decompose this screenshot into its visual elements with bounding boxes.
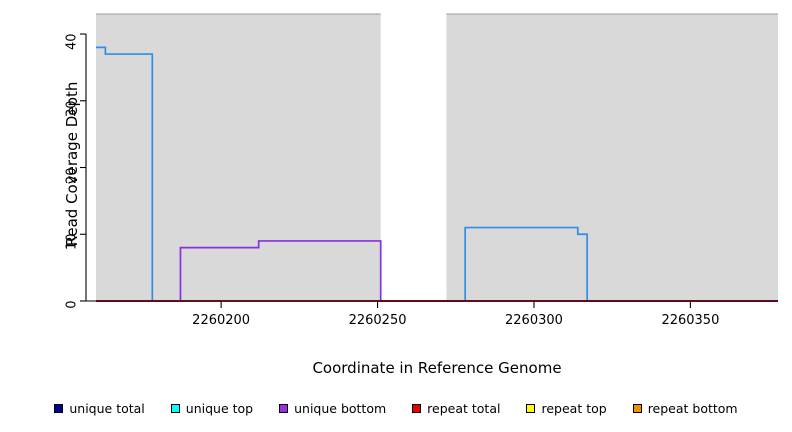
shaded-band xyxy=(96,14,381,301)
legend-label: repeat bottom xyxy=(647,400,738,416)
y-tick-label: 0 xyxy=(64,300,80,309)
y-tick-label: 30 xyxy=(64,100,80,117)
legend-swatch-icon xyxy=(54,403,64,413)
chart-legend: unique total unique top unique bottom repea… xyxy=(0,396,792,420)
shaded-band xyxy=(446,14,778,301)
series-line-unique-top xyxy=(96,46,778,302)
legend-label: unique total xyxy=(69,400,145,416)
legend-swatch-icon xyxy=(526,403,536,413)
legend-item-repeat-total[interactable]: repeat total xyxy=(412,401,500,416)
x-tick-label: 2260250 xyxy=(348,313,407,328)
legend-swatch-icon xyxy=(412,403,422,413)
legend-label: unique top xyxy=(185,400,254,416)
y-tick-label: 40 xyxy=(64,33,80,51)
x-tick-label: 2260350 xyxy=(661,313,720,328)
x-axis-title: Coordinate in Reference Genome xyxy=(312,359,562,377)
legend-label: repeat total xyxy=(427,400,501,416)
y-tick-label: 20 xyxy=(64,167,80,184)
legend-label: unique bottom xyxy=(294,400,387,416)
legend-item-repeat-top[interactable]: repeat top xyxy=(526,400,607,416)
legend-item-repeat-bottom[interactable]: repeat bottom xyxy=(632,400,738,416)
legend-item-unique-total[interactable]: unique total xyxy=(54,400,145,416)
legend-item-unique-bottom[interactable]: unique bottom xyxy=(279,401,386,416)
x-tick-label: 2260300 xyxy=(505,313,563,328)
x-tick-label: 2260200 xyxy=(192,313,251,328)
legend-label: repeat top xyxy=(541,400,607,416)
legend-swatch-icon xyxy=(632,403,642,413)
legend-swatch-icon xyxy=(170,403,180,413)
legend-swatch-icon xyxy=(279,403,289,413)
legend-item-unique-top[interactable]: unique top xyxy=(170,400,254,416)
y-tick-label: 10 xyxy=(64,233,80,251)
